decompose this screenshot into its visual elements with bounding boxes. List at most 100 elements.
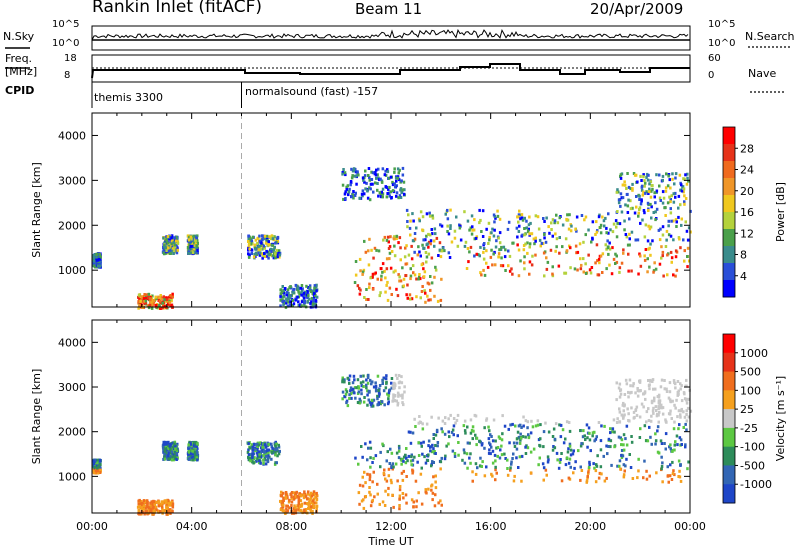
power-cell <box>525 219 528 223</box>
velocity-cell <box>673 473 676 477</box>
velocity-cell <box>379 402 382 406</box>
velocity-cb-label-2: 100 <box>740 384 761 397</box>
power-cell <box>481 235 485 238</box>
velocity-cell <box>620 443 623 447</box>
velocity-cell <box>369 504 373 508</box>
velocity-cell <box>96 471 100 475</box>
velocity-cell <box>277 452 281 456</box>
power-cell <box>158 299 162 303</box>
power-cell <box>265 250 269 254</box>
velocity-cell <box>297 501 300 505</box>
velocity-cell <box>297 498 301 502</box>
velocity-cell <box>390 464 393 468</box>
velocity-cell <box>546 455 550 459</box>
power-cell <box>422 238 425 242</box>
power-cell <box>162 306 166 310</box>
velocity-cell <box>488 441 491 445</box>
power-patch-6 <box>403 208 530 260</box>
velocity-cell <box>625 457 628 461</box>
velocity-cell <box>173 451 177 455</box>
velocity-cell <box>684 422 687 426</box>
velocity-cell <box>369 456 372 460</box>
velocity-cell <box>356 378 360 382</box>
velocity-cell <box>579 444 583 448</box>
power-cell <box>470 232 474 236</box>
power-cell <box>258 248 261 252</box>
power-cell <box>466 219 470 223</box>
velocity-cell <box>364 495 367 498</box>
velocity-cell <box>660 442 664 445</box>
power-cell <box>352 168 356 172</box>
velocity-cell <box>392 396 395 400</box>
velocity-cell <box>359 381 363 385</box>
velocity-cell <box>415 499 418 503</box>
velocity-cell <box>639 427 642 431</box>
power-cell <box>605 226 608 230</box>
velocity-cell <box>258 452 261 456</box>
power-cell <box>257 251 260 255</box>
velocity-cell <box>494 468 497 472</box>
power-cell <box>629 187 632 191</box>
power-cell <box>639 202 643 206</box>
velocity-cell <box>520 479 523 483</box>
power-cell <box>472 228 476 232</box>
power-cell <box>251 235 255 239</box>
velocity-cell <box>307 490 310 494</box>
velocity-cell <box>355 386 358 390</box>
power-cell <box>165 298 169 302</box>
power-cell <box>285 291 289 294</box>
velocity-cell <box>405 447 408 450</box>
velocity-cell <box>387 391 391 395</box>
velocity-cell <box>369 465 372 469</box>
power-cell <box>303 303 306 307</box>
power-cell <box>368 282 371 286</box>
power-cell <box>627 269 630 273</box>
power-cell <box>412 219 415 223</box>
power-cell <box>650 205 653 209</box>
power-cell <box>288 303 292 307</box>
power-cell <box>344 197 347 200</box>
velocity-cell <box>343 394 346 398</box>
power-cell <box>528 215 531 219</box>
power-cell <box>374 170 377 174</box>
power-cell <box>371 182 374 186</box>
velocity-cell <box>520 436 523 440</box>
velocity-cell <box>642 392 645 396</box>
power-cell <box>569 246 572 250</box>
velocity-cell <box>474 414 478 418</box>
nsky-tick-bottom: 10^0 <box>52 38 80 49</box>
velocity-cell <box>278 449 281 453</box>
velocity-cell <box>434 433 438 437</box>
velocity-cell <box>161 503 164 507</box>
velocity-cell <box>501 432 504 436</box>
velocity-cell <box>673 403 676 407</box>
velocity-cell <box>494 439 497 443</box>
power-cell <box>439 223 442 227</box>
velocity-cell <box>450 430 454 434</box>
velocity-cell <box>537 463 540 467</box>
velocity-cell <box>443 432 447 436</box>
velocity-cell <box>587 470 590 474</box>
power-cell <box>617 201 621 205</box>
power-cell <box>628 232 631 236</box>
velocity-colorbar-seg-3 <box>723 390 735 410</box>
velocity-cell <box>524 445 527 449</box>
velocity-cell <box>657 401 661 405</box>
velocity-cell <box>256 457 259 461</box>
velocity-cell <box>605 444 608 448</box>
velocity-cell <box>627 419 630 422</box>
power-cell <box>367 167 371 170</box>
power-cell <box>453 236 457 240</box>
power-cell <box>608 247 612 251</box>
velocity-cell <box>310 501 314 505</box>
power-cell <box>439 298 443 302</box>
velocity-cell <box>668 381 672 385</box>
velocity-cell <box>674 406 677 410</box>
velocity-cell <box>167 451 170 455</box>
velocity-cell <box>294 494 298 498</box>
power-cell <box>669 234 673 238</box>
power-cell <box>370 178 374 181</box>
power-cell <box>380 274 383 278</box>
power-cell <box>643 179 646 183</box>
velocity-cell <box>572 471 575 475</box>
